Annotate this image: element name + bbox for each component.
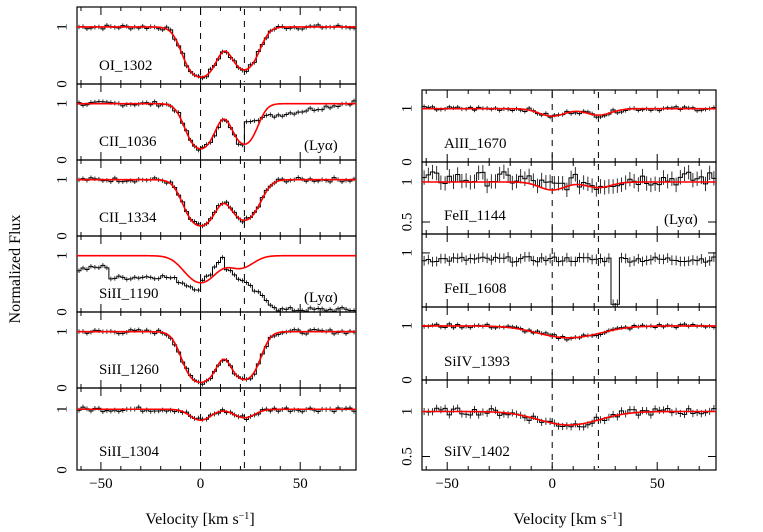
data-spectrum bbox=[422, 407, 716, 428]
y-tick-label: 1 bbox=[54, 252, 70, 260]
x-axis-title-left: Velocity [km s−1] bbox=[145, 511, 254, 529]
y-tick-label: 1 bbox=[399, 408, 415, 416]
model-fit bbox=[77, 26, 356, 78]
x-axis-title-left-text: Velocity [km s bbox=[145, 511, 238, 528]
right-column: 0 1 AlII_1670 0.5 1 FeII_1144 (Lyα) 1 FeII_1608 0… bbox=[399, 89, 717, 492]
ion-label: CII_1036 bbox=[99, 134, 157, 150]
x-axis-title-right: Velocity [km s−1] bbox=[513, 511, 622, 529]
panel-OI_1302: 0 1 OI_1302 bbox=[54, 6, 357, 88]
ion-label: SiII_1304 bbox=[99, 444, 160, 460]
panel-SiIV_1402: 0.5 1 SiIV_1402 bbox=[399, 379, 717, 471]
y-tick-label: 0 bbox=[54, 466, 70, 474]
y-tick-label: 1 bbox=[399, 105, 415, 113]
model-fit bbox=[422, 181, 716, 191]
panel-AlII_1670: 0 1 AlII_1670 bbox=[399, 89, 717, 166]
x-tick-label: 0 bbox=[197, 476, 205, 492]
panel-frame bbox=[421, 379, 717, 471]
ion-label: FeII_1608 bbox=[444, 281, 507, 297]
y-tick-label: 0 bbox=[54, 384, 70, 392]
x-tick-label: 50 bbox=[293, 476, 308, 492]
x-axis-title-left-close: ] bbox=[249, 511, 254, 528]
x-tick-label: −50 bbox=[89, 476, 112, 492]
y-tick-label: 1 bbox=[54, 406, 70, 414]
model-fit bbox=[77, 178, 356, 227]
panel-SiII_1304: 0 1 SiII_1304 bbox=[54, 387, 357, 474]
model-fit bbox=[422, 325, 716, 339]
x-tick-label: 0 bbox=[548, 476, 556, 492]
ion-note: (Lyα) bbox=[304, 138, 338, 154]
y-tick-label: 0 bbox=[399, 158, 415, 166]
x-axis-title-right-sup: −1 bbox=[607, 511, 618, 522]
panel-SiIV_1393: 0 1 SiIV_1393 bbox=[399, 306, 717, 384]
y-tick-label: 1 bbox=[399, 322, 415, 330]
model-fit bbox=[77, 102, 356, 150]
y-tick-label: 1 bbox=[54, 23, 70, 31]
ion-label: AlII_1670 bbox=[444, 136, 507, 152]
panel-CII_1334: 0 1 CII_1334 bbox=[54, 159, 357, 240]
y-tick-label: 0.5 bbox=[399, 213, 415, 232]
y-axis-title: Normalized Flux bbox=[7, 215, 24, 324]
left-column: 0 1 OI_1302 0 1 CII_1036 (Lyα) 0 1 CII_1334 0 1 SiII… bbox=[54, 6, 357, 492]
model-fit bbox=[422, 107, 716, 117]
y-tick-label: 0.5 bbox=[399, 447, 415, 466]
ion-note: (Lyα) bbox=[304, 290, 338, 306]
y-tick-label: 1 bbox=[399, 249, 415, 256]
y-tick-label: 0 bbox=[54, 232, 70, 240]
y-tick-label: 0 bbox=[54, 80, 70, 88]
panel-FeII_1144: 0.5 1 FeII_1144 (Lyα) bbox=[399, 161, 717, 235]
x-axis-title-right-text: Velocity [km s bbox=[513, 511, 606, 528]
x-tick-label: 50 bbox=[650, 476, 665, 492]
y-tick-label: 1 bbox=[54, 176, 70, 184]
y-tick-label: 0 bbox=[54, 156, 70, 164]
ion-label: FeII_1144 bbox=[444, 208, 506, 224]
y-tick-label: 0 bbox=[399, 376, 415, 384]
ion-label: CII_1334 bbox=[99, 210, 157, 226]
ion-note: (Lyα) bbox=[664, 212, 698, 228]
model-fit bbox=[422, 410, 716, 426]
model-fit bbox=[77, 254, 356, 284]
y-tick-label: 1 bbox=[54, 100, 70, 108]
x-tick-label: −50 bbox=[435, 476, 458, 492]
panel-CII_1036: 0 1 CII_1036 (Lyα) bbox=[54, 83, 357, 164]
ion-label: SiII_1190 bbox=[99, 286, 158, 302]
data-spectrum bbox=[77, 100, 356, 151]
x-axis-title-right-close: ] bbox=[617, 511, 622, 528]
data-spectrum bbox=[422, 256, 716, 305]
model-fit bbox=[77, 408, 356, 421]
panel-SiII_1190: 0 1 SiII_1190 (Lyα) bbox=[54, 235, 357, 316]
panel-frame bbox=[76, 387, 357, 471]
model-fit bbox=[77, 330, 356, 384]
data-spectrum bbox=[77, 256, 356, 312]
x-axis-title-left-sup: −1 bbox=[239, 511, 250, 522]
y-tick-label: 1 bbox=[399, 178, 415, 186]
ion-label: OI_1302 bbox=[99, 58, 152, 74]
panel-SiII_1260: 0 1 SiII_1260 bbox=[54, 311, 357, 392]
ion-label: SiIV_1393 bbox=[444, 354, 510, 370]
ion-label: SiIV_1402 bbox=[444, 444, 510, 460]
y-tick-label: 0 bbox=[54, 308, 70, 316]
ion-label: SiII_1260 bbox=[99, 362, 159, 378]
panel-FeII_1608: 1 FeII_1608 bbox=[399, 233, 717, 308]
y-tick-label: 1 bbox=[54, 328, 70, 336]
